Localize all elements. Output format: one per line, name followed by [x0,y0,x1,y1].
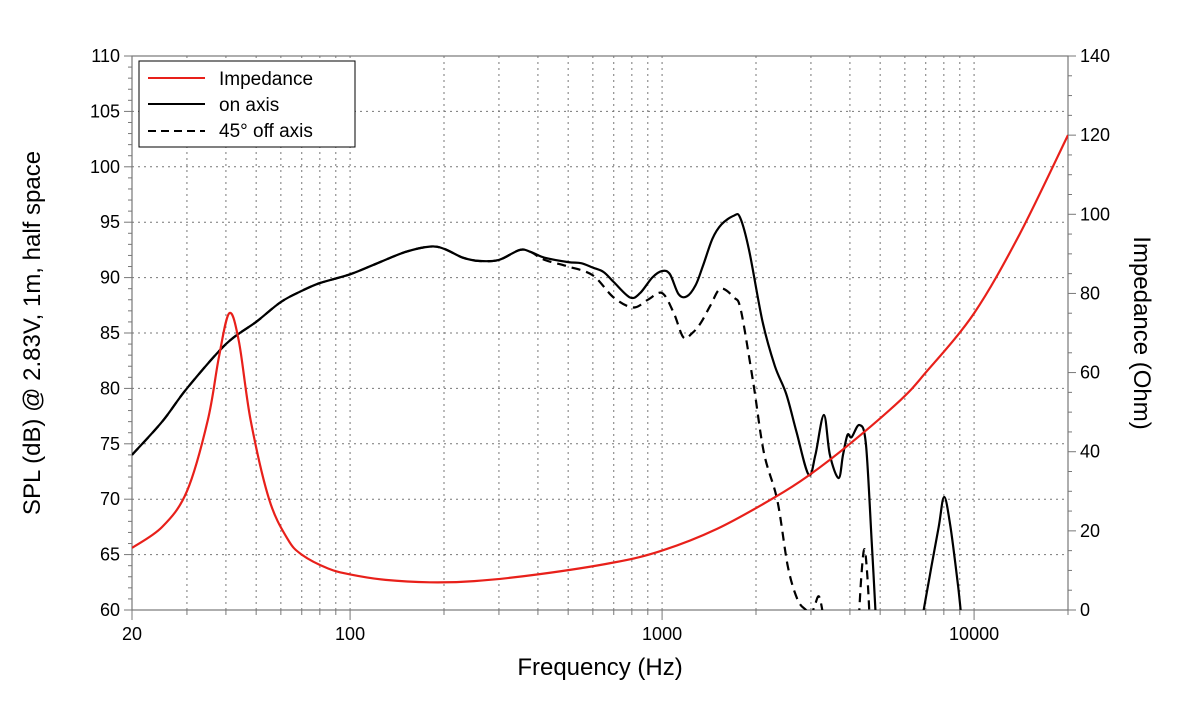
legend: Impedance on axis 45° off axis [138,60,356,148]
y2-tick-label: 120 [1080,125,1110,145]
series-group [132,134,1068,610]
y-tick-label: 110 [91,46,120,66]
y-tick-label: 60 [100,600,120,620]
x-tick-label: 20 [122,624,142,644]
y2-tick-label: 0 [1080,600,1090,620]
y-tick-label: 65 [100,545,120,565]
plot-frame [131,55,1069,611]
series-line-on-axis [922,495,962,610]
y-tick-label: 90 [100,268,120,288]
legend-label-off-axis: 45° off axis [219,121,313,142]
y2-tick-label: 40 [1080,442,1100,462]
y-axis-label: SPL (dB) @ 2.83V, 1m, half space [19,151,46,515]
y2-tick-label: 60 [1080,363,1100,383]
y-tick-label: 95 [100,212,120,232]
series-line-impedance [132,134,1068,584]
x-axis-label: Frequency (Hz) [517,654,682,681]
y-tick-label: 75 [100,434,120,454]
series-line-45-off-axis [132,245,824,610]
y-tick-label: 70 [100,489,120,509]
y2-tick-label: 20 [1080,521,1100,541]
y-tick-label: 100 [90,157,120,177]
y2-tick-label: 140 [1080,46,1110,66]
x-tick-label: 100 [335,624,365,644]
legend-label-impedance: Impedance [219,69,313,90]
x-tick-label: 10000 [949,624,999,644]
legend-label-on-axis: on axis [219,95,279,116]
y2-axis-label: Impedance (Ohm) [1128,236,1155,429]
y-tick-label: 105 [90,101,120,121]
y2-tick-label: 100 [1080,204,1110,224]
y-tick-label: 85 [100,323,120,343]
y2-tick-label: 80 [1080,283,1100,303]
x-tick-label: 1000 [642,624,682,644]
axes: 20 100 1000 10000 60 65 70 75 80 85 90 95 100 105 110 0… [90,46,1110,644]
series-line-on-axis [132,213,877,610]
series-line-45-off-axis [858,548,871,610]
y-tick-label: 80 [100,378,120,398]
